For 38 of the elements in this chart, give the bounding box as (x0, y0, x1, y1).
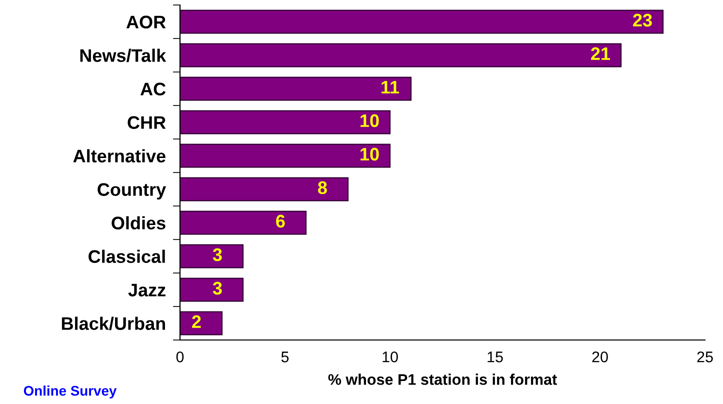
data-label: 23 (633, 14, 652, 27)
y-tick-label: Alternative (73, 149, 166, 162)
bar (180, 210, 307, 235)
x-tick-label: 20 (592, 352, 608, 362)
y-tick-label: CHR (128, 116, 166, 129)
data-label: 10 (360, 148, 379, 161)
x-tick-label: 10 (382, 352, 398, 362)
x-tick-label: 0 (176, 352, 184, 362)
x-tick-label: 15 (488, 352, 503, 362)
x-axis-title: % whose P1 station is in format (328, 374, 557, 385)
y-tick-label: AOR (126, 16, 166, 28)
data-label: 11 (382, 80, 400, 94)
y-tick-label: News/Talk (80, 48, 166, 62)
y-tick-label: Jazz (128, 284, 166, 296)
y-tick-label: Country (98, 183, 166, 200)
y-tick-label: AC (140, 82, 166, 96)
bar (180, 43, 622, 68)
data-label: 2 (192, 315, 201, 328)
x-tick-label: 5 (281, 352, 289, 362)
data-label: 6 (276, 214, 285, 228)
data-label: 10 (360, 114, 379, 128)
bar (180, 311, 223, 336)
data-label: 3 (212, 248, 222, 262)
data-label: 3 (212, 282, 222, 295)
bar (180, 177, 349, 202)
x-tick-label: 25 (697, 352, 713, 362)
bar (180, 144, 391, 168)
bar (180, 278, 244, 302)
text: Online Survey (24, 386, 117, 398)
y-tick-label: Black/Urban (62, 316, 165, 330)
y-tick-label: Classical (88, 250, 165, 263)
bar (180, 244, 244, 268)
y-tick-label: Oldies (112, 216, 166, 230)
bar (180, 10, 664, 34)
bar (180, 110, 391, 134)
data-label: 21 (591, 47, 610, 60)
data-label: 8 (318, 181, 327, 194)
bar (180, 76, 412, 101)
